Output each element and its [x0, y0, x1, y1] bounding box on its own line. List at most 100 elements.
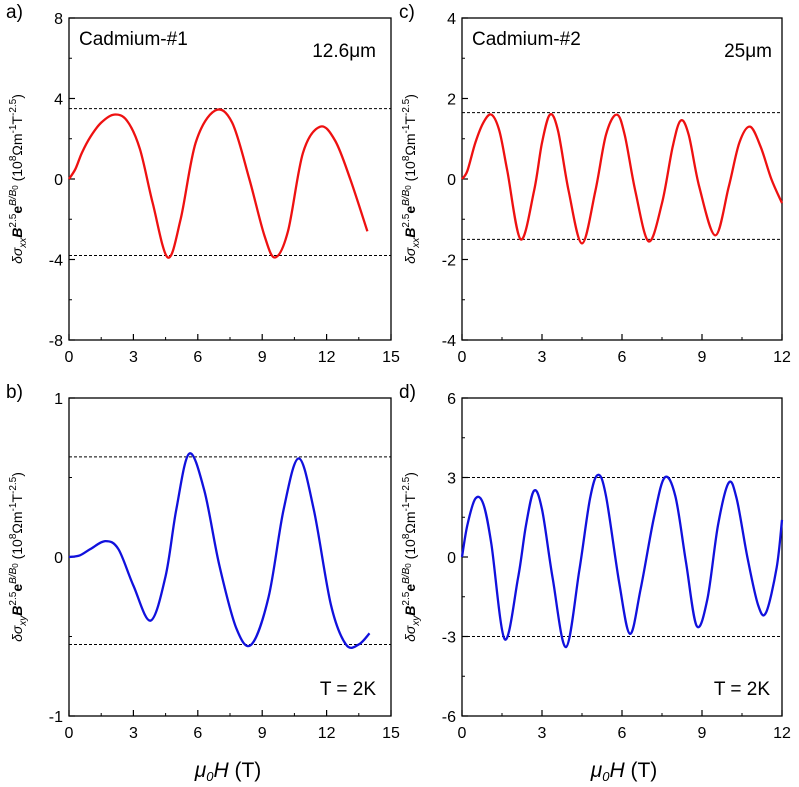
- x-tick-label: 3: [538, 725, 547, 742]
- y-axis-label-part: B: [402, 606, 418, 616]
- y-axis-label-part: ): [402, 472, 418, 477]
- y-tick-label: 2: [447, 92, 456, 109]
- plot-frame: [68, 17, 392, 341]
- y-axis-label-part: 0: [404, 185, 413, 190]
- y-tick-label: 0: [54, 172, 63, 189]
- y-axis-label: δσxyB2.5eB/B0 (108Ωm-1T-2.5): [401, 472, 422, 642]
- x-tick-label: 12: [773, 725, 791, 742]
- x-tick-label: 3: [129, 349, 138, 366]
- thickness-label: 25μm: [724, 41, 772, 62]
- y-tick-label: -8: [49, 333, 63, 350]
- y-tick-label: 0: [54, 550, 63, 567]
- y-axis-label-part: δσ: [9, 247, 25, 264]
- y-axis-label-part: T: [9, 116, 25, 125]
- y-axis-label-part: 8: [401, 533, 412, 539]
- y-axis-label-part: 8: [8, 155, 19, 161]
- x-tick-label: 6: [618, 725, 627, 742]
- y-axis-label-part: e: [9, 206, 25, 214]
- y-axis-label-part: 0: [404, 563, 413, 568]
- y-axis-label-part: -2.5: [401, 98, 412, 116]
- y-axis-label-part: 0: [11, 563, 20, 568]
- y-axis-label-part: 2.5: [8, 213, 19, 227]
- y-axis-label-part: ): [402, 94, 418, 99]
- panel-c: 0 3 6 9 12 -4 -2 0 2 4 c) Cadmium-#2 25μm δσxxB2.5eB/…: [399, 2, 791, 366]
- temperature-label: T = 2K: [714, 679, 770, 700]
- y-axis-label-part: δσ: [9, 625, 25, 642]
- y-axis-label-part: 2.5: [401, 591, 412, 605]
- x-tick-label: 0: [65, 725, 74, 742]
- y-axis-label-part: δσ: [402, 247, 418, 264]
- y-axis-label-part: -1: [8, 124, 19, 133]
- thickness-label: 12.6μm: [312, 41, 376, 62]
- y-axis-label-part: B/B: [8, 189, 19, 205]
- y-axis-label-part: xy: [18, 615, 29, 627]
- y-axis-label-part: Ωm: [402, 133, 418, 155]
- plot-frame: [461, 17, 783, 341]
- y-tick-label: -4: [442, 333, 456, 350]
- y-axis-label-part: (10: [402, 161, 418, 185]
- y-axis-label-part: e: [402, 206, 418, 214]
- x-tick-label: 12: [773, 349, 791, 366]
- panel-label: d): [399, 382, 416, 403]
- y-axis-label-part: δσ: [402, 625, 418, 642]
- y-axis-label-part: B/B: [401, 189, 412, 205]
- y-axis-label-part: 2.5: [8, 591, 19, 605]
- y-tick-label: 8: [54, 11, 63, 28]
- x-tick-label: 15: [382, 349, 400, 366]
- panel-label: c): [399, 2, 415, 23]
- y-axis-label-part: Ωm: [9, 133, 25, 155]
- y-axis-label-part: B: [9, 606, 25, 616]
- y-tick-label: 1: [54, 391, 63, 408]
- y-axis-label-part: T: [402, 116, 418, 125]
- series-line: [460, 473, 784, 649]
- x-tick-label: 6: [193, 725, 202, 742]
- x-tick-label: 15: [382, 725, 400, 742]
- y-axis-label-part: e: [9, 584, 25, 592]
- x-tick-label: 0: [458, 349, 467, 366]
- y-axis-label-part: Ωm: [402, 511, 418, 533]
- series-line: [461, 113, 784, 245]
- sample-label: Cadmium-#2: [472, 29, 581, 50]
- x-tick-label: 0: [458, 725, 467, 742]
- y-axis-label-part: -2.5: [8, 476, 19, 494]
- y-axis-label-part: xx: [411, 237, 422, 249]
- y-axis-label-part: (10: [9, 539, 25, 563]
- y-axis-label-part: xy: [411, 615, 422, 627]
- y-axis-label-part: 0: [11, 185, 20, 190]
- y-axis-label-part: Ωm: [9, 511, 25, 533]
- panel-label: a): [6, 2, 23, 23]
- y-tick-label: -1: [49, 709, 63, 726]
- plot-frame: [68, 397, 392, 717]
- y-axis-label-part: 8: [8, 533, 19, 539]
- y-tick-label: -3: [442, 630, 456, 647]
- y-axis-label-part: xx: [18, 237, 29, 249]
- panels-group: 0 3 6 9 12 15-8-4048a)Cadmium-#112.6μmδσxxB2.…: [6, 2, 791, 742]
- y-axis-label-part: -1: [401, 124, 412, 133]
- y-axis-label-part: B: [402, 228, 418, 238]
- x-axis-label-right: μ0H (T): [590, 759, 658, 784]
- x-tick-label: 3: [129, 725, 138, 742]
- y-axis-label: δσxxB2.5eB/B0 (108Ωm-1T-2.5): [401, 94, 422, 264]
- y-axis-label-part: -1: [401, 502, 412, 511]
- x-tick-label: 9: [258, 349, 267, 366]
- y-axis-label-part: -1: [8, 502, 19, 511]
- y-axis-label-part: -2.5: [8, 98, 19, 116]
- panel-label: b): [6, 382, 23, 403]
- y-axis-label-part: T: [402, 494, 418, 503]
- x-tick-label: 0: [65, 349, 74, 366]
- temperature-label: T = 2K: [320, 679, 376, 700]
- y-axis-label-part: ): [9, 472, 25, 477]
- y-axis-label-part: (10: [9, 161, 25, 185]
- x-tick-label: 6: [193, 349, 202, 366]
- y-tick-label: 4: [54, 92, 63, 109]
- y-tick-label: -4: [49, 253, 63, 270]
- series-line: [68, 452, 371, 649]
- x-tick-label: 9: [698, 725, 707, 742]
- y-axis-label-part: B/B: [401, 567, 412, 583]
- y-tick-label: 0: [447, 172, 456, 189]
- y-tick-label: 3: [447, 471, 456, 488]
- y-axis-label-part: -2.5: [401, 476, 412, 494]
